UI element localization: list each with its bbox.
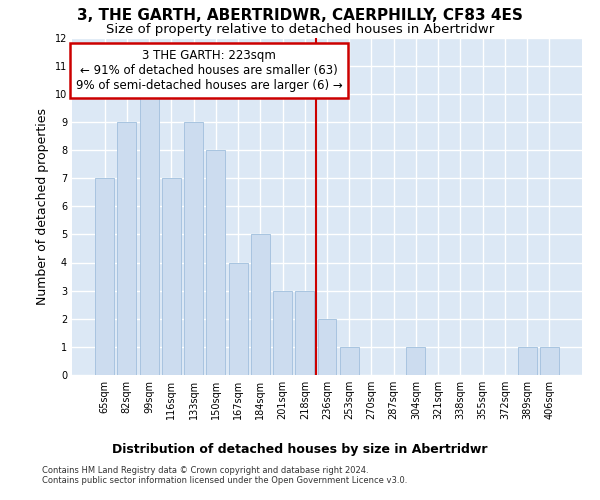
Text: Distribution of detached houses by size in Abertridwr: Distribution of detached houses by size … bbox=[112, 442, 488, 456]
Text: Contains HM Land Registry data © Crown copyright and database right 2024.
Contai: Contains HM Land Registry data © Crown c… bbox=[42, 466, 407, 485]
Bar bbox=[295, 290, 314, 375]
Bar bbox=[406, 347, 425, 375]
Text: 3 THE GARTH: 223sqm
← 91% of detached houses are smaller (63)
9% of semi-detache: 3 THE GARTH: 223sqm ← 91% of detached ho… bbox=[76, 49, 343, 92]
Bar bbox=[140, 94, 158, 375]
Bar bbox=[518, 347, 536, 375]
Bar bbox=[118, 122, 136, 375]
Text: 3, THE GARTH, ABERTRIDWR, CAERPHILLY, CF83 4ES: 3, THE GARTH, ABERTRIDWR, CAERPHILLY, CF… bbox=[77, 8, 523, 22]
Bar bbox=[184, 122, 203, 375]
Bar bbox=[540, 347, 559, 375]
Y-axis label: Number of detached properties: Number of detached properties bbox=[36, 108, 49, 304]
Bar bbox=[251, 234, 270, 375]
Bar bbox=[317, 319, 337, 375]
Bar bbox=[162, 178, 181, 375]
Bar bbox=[340, 347, 359, 375]
Bar bbox=[273, 290, 292, 375]
Bar bbox=[229, 262, 248, 375]
Bar bbox=[206, 150, 225, 375]
Text: Size of property relative to detached houses in Abertridwr: Size of property relative to detached ho… bbox=[106, 22, 494, 36]
Bar bbox=[95, 178, 114, 375]
